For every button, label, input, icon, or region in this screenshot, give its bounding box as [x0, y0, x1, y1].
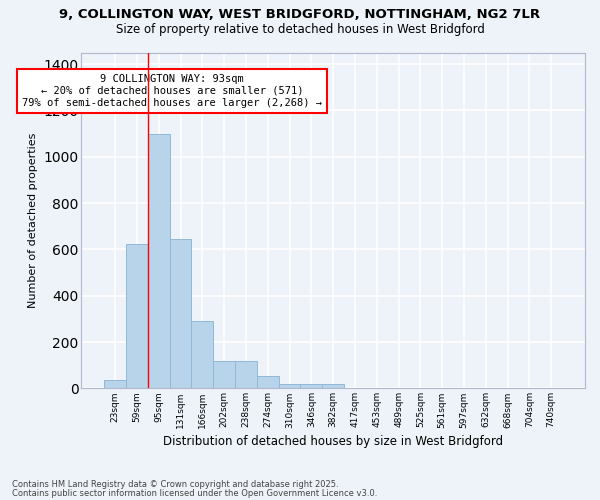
Text: Contains HM Land Registry data © Crown copyright and database right 2025.: Contains HM Land Registry data © Crown c…	[12, 480, 338, 489]
Bar	[170, 239, 191, 388]
Bar	[257, 376, 278, 388]
Text: 9 COLLINGTON WAY: 93sqm
← 20% of detached houses are smaller (571)
79% of semi-d: 9 COLLINGTON WAY: 93sqm ← 20% of detache…	[22, 74, 322, 108]
Y-axis label: Number of detached properties: Number of detached properties	[28, 133, 38, 308]
Bar	[148, 134, 170, 388]
Bar	[213, 360, 235, 388]
Bar	[235, 360, 257, 388]
X-axis label: Distribution of detached houses by size in West Bridgford: Distribution of detached houses by size …	[163, 434, 503, 448]
Bar	[104, 380, 126, 388]
Text: Size of property relative to detached houses in West Bridgford: Size of property relative to detached ho…	[116, 22, 484, 36]
Text: 9, COLLINGTON WAY, WEST BRIDGFORD, NOTTINGHAM, NG2 7LR: 9, COLLINGTON WAY, WEST BRIDGFORD, NOTTI…	[59, 8, 541, 20]
Text: Contains public sector information licensed under the Open Government Licence v3: Contains public sector information licen…	[12, 488, 377, 498]
Bar	[278, 384, 301, 388]
Bar	[191, 321, 213, 388]
Bar	[322, 384, 344, 388]
Bar	[126, 244, 148, 388]
Bar	[301, 384, 322, 388]
